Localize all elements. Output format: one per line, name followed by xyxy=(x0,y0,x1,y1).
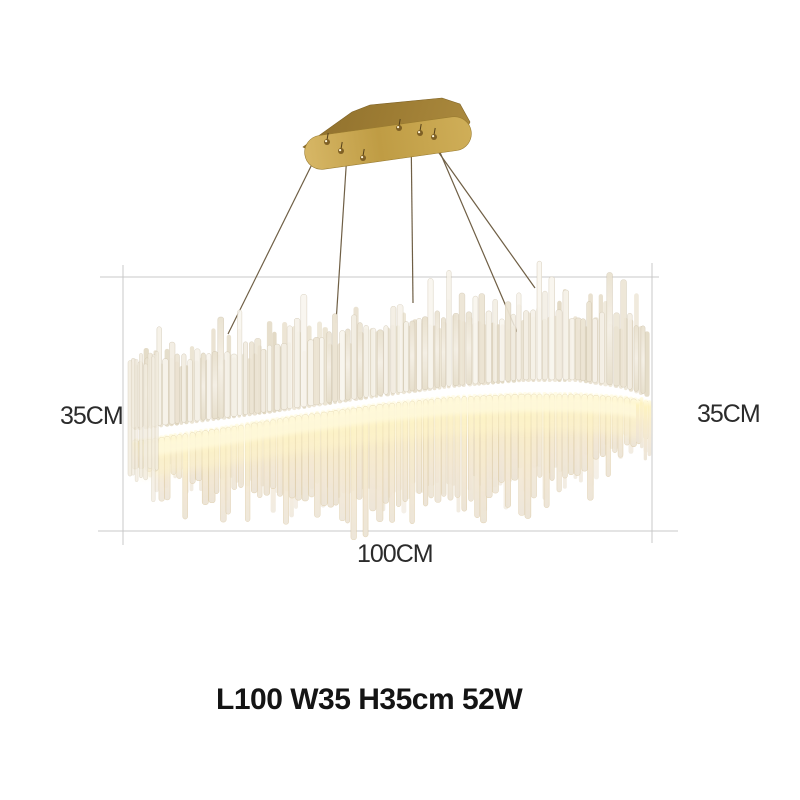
canopy-plate xyxy=(304,116,472,170)
canopy-screws xyxy=(324,118,437,161)
dimension-lines xyxy=(98,263,678,545)
crystal-rods-upper xyxy=(130,260,650,430)
ceiling-canopy xyxy=(302,97,472,170)
led-glow xyxy=(140,397,648,478)
crystal-cap-rods xyxy=(127,351,652,503)
dimension-label-width: 100CM xyxy=(357,540,434,568)
dimension-label-height-left: 35CM xyxy=(60,402,124,430)
product-spec-text: L100 W35 H35cm 52W xyxy=(216,683,523,716)
dimension-label-height-right: 35CM xyxy=(697,400,761,428)
